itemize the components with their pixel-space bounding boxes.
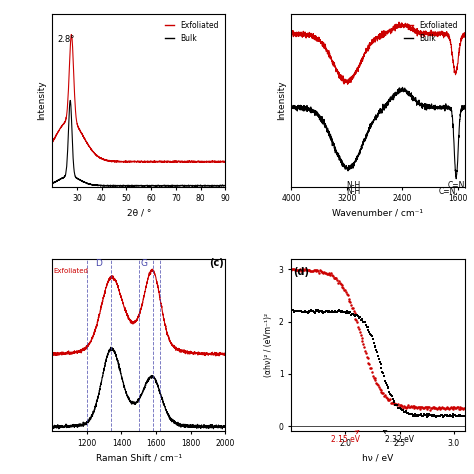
Text: 2.32 eV: 2.32 eV	[383, 430, 414, 444]
Text: (c): (c)	[209, 258, 224, 268]
Text: D: D	[95, 259, 102, 268]
Y-axis label: Intensity: Intensity	[37, 81, 46, 120]
X-axis label: hν / eV: hν / eV	[362, 454, 393, 463]
Text: 2.15 eV: 2.15 eV	[331, 430, 360, 444]
Text: N-H: N-H	[346, 187, 361, 196]
X-axis label: Wavenumber / cm⁻¹: Wavenumber / cm⁻¹	[332, 209, 423, 218]
Text: 2.8°: 2.8°	[57, 36, 74, 45]
Y-axis label: (αhν)² / (eVm⁻¹)²: (αhν)² / (eVm⁻¹)²	[264, 313, 273, 377]
Y-axis label: Intensity: Intensity	[277, 81, 286, 120]
Text: G: G	[140, 259, 147, 268]
Text: N-H: N-H	[346, 181, 361, 190]
Text: C=N,: C=N,	[438, 187, 458, 196]
Text: (d): (d)	[293, 267, 310, 277]
Text: C=N,: C=N,	[448, 181, 467, 190]
Text: Exfoliated: Exfoliated	[54, 268, 89, 274]
Legend: Exfoliated, Bulk: Exfoliated, Bulk	[401, 18, 461, 46]
X-axis label: Raman Shift / cm⁻¹: Raman Shift / cm⁻¹	[96, 454, 182, 463]
X-axis label: 2θ / °: 2θ / °	[127, 209, 151, 218]
Legend: Exfoliated, Bulk: Exfoliated, Bulk	[162, 18, 221, 46]
